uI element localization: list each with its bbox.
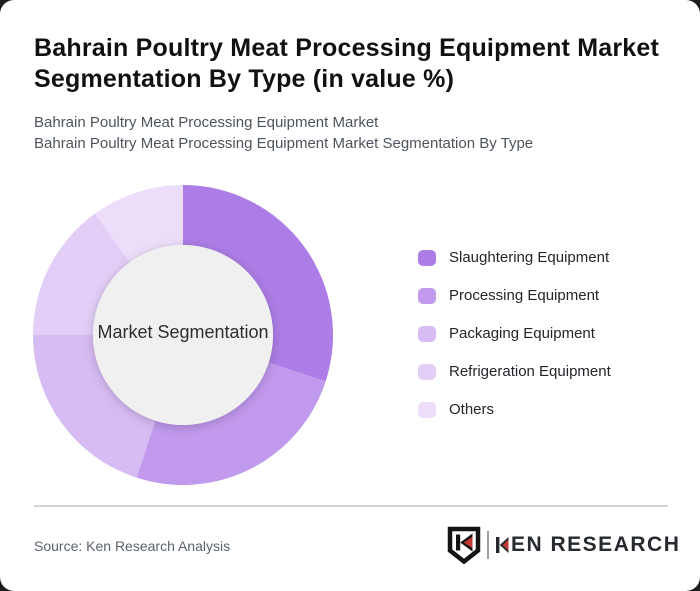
- page-subtitle-line2: Bahrain Poultry Meat Processing Equipmen…: [34, 135, 534, 152]
- wordmark-red-triangle-icon: [502, 539, 509, 551]
- legend-label: Others: [449, 401, 495, 418]
- page-title-line2: Segmentation By Type (in value %): [34, 65, 455, 93]
- donut-segment-0[interactable]: [183, 185, 334, 382]
- legend-label: Slaughtering Equipment: [449, 249, 610, 266]
- donut-svg: [33, 185, 334, 486]
- shield-k-bar: [456, 534, 461, 551]
- legend-item-0[interactable]: Slaughtering Equipment: [418, 249, 611, 266]
- donut-center-circle: [93, 245, 273, 425]
- legend-item-4[interactable]: Others: [418, 401, 611, 418]
- legend-item-2[interactable]: Packaging Equipment: [418, 325, 611, 342]
- page-title: Bahrain Poultry Meat Processing Equipmen…: [34, 33, 659, 95]
- donut-center-label: Market Segmentation: [97, 322, 269, 342]
- legend-label: Processing Equipment: [449, 287, 600, 304]
- page-subtitle: Bahrain Poultry Meat Processing Equipmen…: [34, 112, 533, 154]
- shield-k-red-triangle-icon: [463, 536, 473, 549]
- chart-legend: Slaughtering Equipment Processing Equipme…: [418, 249, 611, 439]
- logo-wordmark: EN RESEARCH: [496, 534, 680, 556]
- legend-label: Refrigeration Equipment: [449, 363, 611, 380]
- legend-swatch: [418, 401, 436, 418]
- legend-swatch: [418, 363, 436, 380]
- page-subtitle-line1: Bahrain Poultry Meat Processing Equipmen…: [34, 114, 379, 131]
- legend-swatch: [418, 249, 436, 266]
- legend-item-1[interactable]: Processing Equipment: [418, 287, 611, 304]
- source-label: Source: Ken Research Analysis: [34, 538, 231, 554]
- donut-chart: Market Segmentation: [33, 185, 334, 486]
- wordmark-text: EN RESEARCH: [511, 533, 681, 556]
- donut-segment-1[interactable]: [136, 362, 326, 486]
- footer-divider: [34, 505, 668, 507]
- legend-item-3[interactable]: Refrigeration Equipment: [418, 363, 611, 380]
- donut-segments: [33, 185, 334, 486]
- donut-segment-3[interactable]: [33, 213, 131, 335]
- page-title-line1: Bahrain Poultry Meat Processing Equipmen…: [34, 34, 660, 62]
- logo-shield-icon: [447, 526, 481, 564]
- legend-swatch: [418, 287, 436, 304]
- legend-swatch: [418, 325, 436, 342]
- donut-segment-4[interactable]: [94, 185, 183, 263]
- legend-label: Packaging Equipment: [449, 325, 595, 342]
- ken-research-logo: EN RESEARCH: [447, 526, 680, 564]
- logo-separator: [487, 531, 489, 559]
- donut-segment-2[interactable]: [33, 335, 156, 478]
- wordmark-k-icon: [496, 537, 509, 553]
